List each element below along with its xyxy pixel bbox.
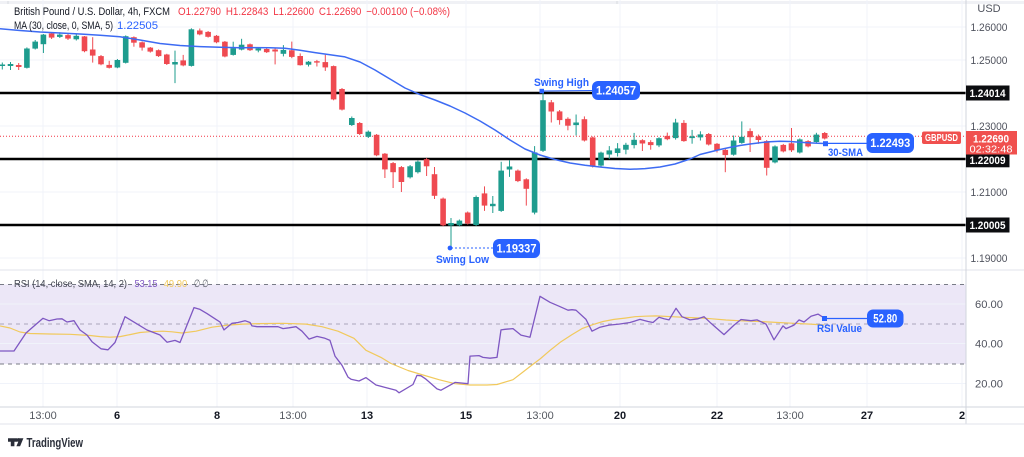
svg-text:1.26000: 1.26000: [971, 22, 1008, 34]
svg-text:13:00: 13:00: [29, 410, 57, 422]
svg-text:RSI (14, close, SMA, 14, 2): RSI (14, close, SMA, 14, 2): [14, 278, 127, 290]
svg-text:RSI Value: RSI Value: [817, 323, 862, 335]
svg-text:Swing High: Swing High: [534, 77, 589, 89]
svg-text:13:00: 13:00: [279, 410, 307, 422]
svg-text:27: 27: [861, 410, 873, 422]
svg-text:1.24057: 1.24057: [596, 84, 636, 98]
svg-text:8: 8: [214, 410, 220, 422]
svg-text:60.00: 60.00: [975, 299, 1003, 311]
svg-text:∅ ∅: ∅ ∅: [194, 278, 209, 290]
svg-text:1.23000: 1.23000: [971, 121, 1008, 133]
svg-text:1.19000: 1.19000: [971, 253, 1008, 265]
svg-text:15: 15: [460, 410, 472, 422]
svg-text:1.24014: 1.24014: [970, 88, 1007, 100]
svg-text:53.15: 53.15: [135, 278, 158, 290]
svg-text:52.80: 52.80: [873, 314, 897, 326]
svg-text:O1.22790 H1.22843 L1.22600 C1.: O1.22790 H1.22843 L1.22600 C1.22690 −0.0…: [178, 6, 450, 18]
svg-text:GBPUSD: GBPUSD: [925, 133, 958, 144]
svg-text:1.22009: 1.22009: [970, 155, 1006, 167]
svg-text:MA (30, close, 0, SMA, 5): MA (30, close, 0, SMA, 5): [14, 20, 113, 32]
svg-text:02:32:48: 02:32:48: [970, 145, 1013, 156]
svg-text:1.25000: 1.25000: [971, 55, 1008, 67]
svg-text:13:00: 13:00: [776, 410, 804, 422]
svg-text:20: 20: [614, 410, 626, 422]
svg-text:1.22690: 1.22690: [973, 134, 1009, 146]
svg-text:22: 22: [711, 410, 723, 422]
svg-text:20.00: 20.00: [975, 379, 1003, 391]
svg-text:6: 6: [114, 410, 120, 422]
svg-text:13:00: 13:00: [526, 410, 554, 422]
svg-text:30-SMA: 30-SMA: [828, 147, 863, 159]
svg-text:13: 13: [361, 410, 373, 422]
svg-text:49.90: 49.90: [164, 278, 188, 290]
svg-text:1.22493: 1.22493: [870, 136, 910, 150]
svg-text:Swing Low: Swing Low: [436, 254, 489, 266]
svg-text:1.22505: 1.22505: [117, 20, 158, 32]
svg-text:2: 2: [959, 410, 965, 422]
svg-text:1.21000: 1.21000: [971, 187, 1008, 199]
svg-text:British Pound / U.S. Dollar, 4: British Pound / U.S. Dollar, 4h, FXCM: [14, 6, 170, 18]
svg-text:TradingView: TradingView: [27, 435, 84, 450]
svg-text:1.19337: 1.19337: [497, 242, 537, 256]
svg-text:USD: USD: [977, 3, 1000, 15]
svg-text:1.20005: 1.20005: [970, 220, 1006, 232]
svg-text:40.00: 40.00: [975, 339, 1003, 351]
